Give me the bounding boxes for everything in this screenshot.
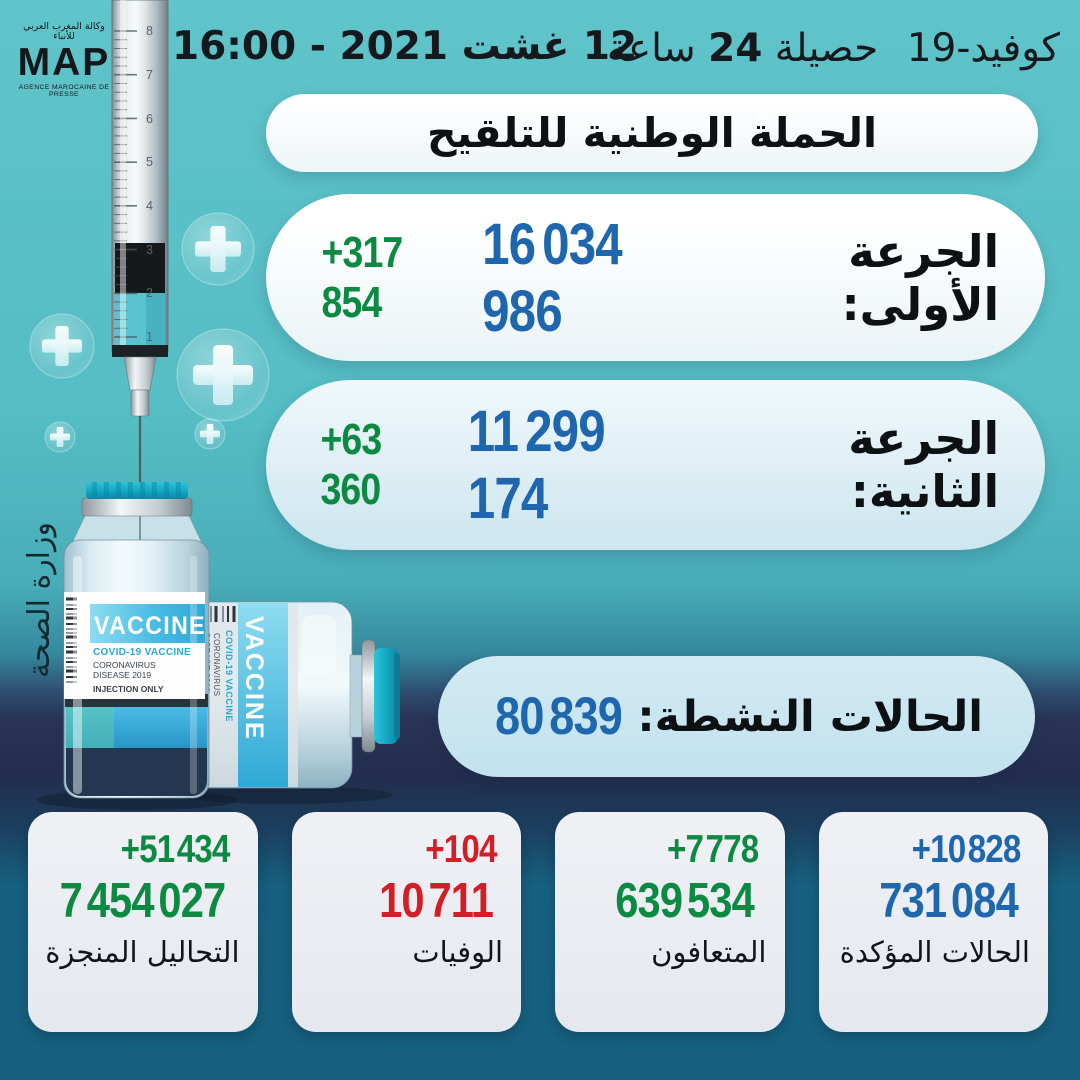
agency-tagline: AGENCE MAROCAINE DE PRESSE	[18, 83, 110, 98]
barcode	[66, 597, 77, 683]
first-dose-label: الجرعة الأولى:	[841, 224, 999, 331]
second-dose-delta: +63 360	[320, 415, 382, 514]
tests-delta: +51 434	[121, 828, 231, 871]
active-cases-row: الحالات النشطة: 80 839	[438, 656, 1035, 777]
svg-text:7: 7	[146, 68, 153, 82]
vial-cap	[86, 482, 188, 499]
recovered-delta: +7 778	[667, 828, 759, 871]
map-agency-logo: وكالة المغرب العربي للأنباء MAP AGENCE M…	[16, 21, 112, 98]
vial-cap-ribs	[92, 482, 181, 499]
tests-label: التحاليل المنجزة	[45, 935, 240, 970]
vial-subtitle: COVID-19 VACCINE	[93, 647, 191, 658]
svg-text:2: 2	[146, 286, 153, 300]
medical-cross-bubbles	[29, 212, 270, 453]
card-confirmed-cases: +10 828 731 084 الحالات المؤكدة	[818, 812, 1048, 1032]
svg-text:3: 3	[146, 243, 153, 257]
vial-title-lying: VACCINE	[240, 616, 268, 741]
vaccine-illustration: 1 2 3 4 5 6 7 8 VACCINE COVID-19 VACCINE…	[29, 0, 400, 810]
svg-text:5: 5	[146, 155, 153, 169]
vial-line1-lying: CORONAVIRUS	[212, 633, 221, 696]
agency-acronym: MAP	[17, 40, 111, 84]
campaign-banner: الحملة الوطنية للتلقيح	[266, 94, 1038, 172]
vial-title: VACCINE	[94, 612, 206, 640]
report-datetime: 12 غشت 2021 - 16:00	[172, 24, 638, 69]
first-dose-delta: +317 854	[321, 227, 404, 327]
recovered-value: 639 534	[615, 873, 756, 928]
title-disease: كوفيد-19	[906, 26, 1060, 71]
title-unit: ساعة	[606, 26, 696, 71]
syringe-illustration: 1 2 3 4 5 6 7 8	[111, 0, 169, 484]
deaths-value: 10 711	[378, 873, 494, 928]
stats-cards-row: +10 828 731 084 الحالات المؤكدة +7 778 6…	[28, 812, 1048, 1032]
vaccine-vial-standing: VACCINE COVID-19 VACCINE CORONAVIRUS DIS…	[37, 482, 237, 810]
recovered-label: المتعافون	[651, 935, 767, 970]
vial-note: INJECTION ONLY	[93, 684, 164, 694]
second-dose-value: 11 299 174	[467, 399, 606, 531]
vial-subtitle-lying: COVID-19 VACCINE	[224, 630, 234, 722]
deaths-delta: +104	[425, 828, 497, 871]
campaign-banner-text: الحملة الوطنية للتلقيح	[426, 109, 878, 157]
confirmed-delta: +10 828	[911, 828, 1022, 871]
active-cases-label: الحالات النشطة:	[637, 691, 983, 742]
card-recovered: +7 778 639 534 المتعافون	[555, 812, 785, 1032]
title-label: حصيلة	[774, 26, 879, 71]
tests-value: 7 454 027	[59, 873, 226, 928]
active-cases-value: 80 839	[495, 687, 623, 746]
svg-text:1: 1	[146, 330, 153, 344]
card-deaths: +104 10 711 الوفيات	[291, 812, 521, 1032]
second-dose-row: الجرعة الثانية: 11 299 174 +63 360	[266, 380, 1045, 550]
first-dose-row: الجرعة الأولى: 16 034 986 +317 854	[266, 194, 1045, 361]
confirmed-label: الحالات المؤكدة	[839, 935, 1030, 970]
second-dose-label: الجرعة الثانية:	[848, 412, 999, 518]
card-tests-performed: +51 434 7 454 027 التحاليل المنجزة	[28, 812, 258, 1032]
svg-text:4: 4	[146, 199, 153, 213]
page-title: كوفيد-19 حصيلة 24 ساعة	[607, 26, 1060, 73]
title-hours: 24	[708, 26, 763, 71]
syringe-scale-ticks	[114, 30, 137, 338]
syringe-scale-numbers: 1 2 3 4 5 6 7 8	[146, 24, 153, 344]
svg-text:8: 8	[146, 24, 153, 38]
confirmed-value: 731 084	[879, 873, 1019, 928]
agency-name-arabic: وكالة المغرب العربي للأنباء	[23, 21, 105, 43]
vial-line2: DISEASE 2019	[93, 670, 151, 680]
deaths-label: الوفيات	[412, 935, 503, 970]
vial-line1: CORONAVIRUS	[93, 660, 156, 670]
svg-text:6: 6	[146, 112, 153, 126]
ministry-of-health-watermark: وزارة الصحة	[22, 522, 57, 678]
first-dose-value: 16 034 986	[482, 211, 623, 344]
